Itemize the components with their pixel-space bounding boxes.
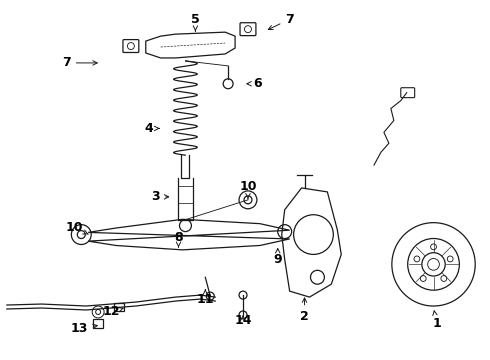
Text: 8: 8 <box>174 231 183 247</box>
Text: 13: 13 <box>71 322 98 336</box>
Text: 11: 11 <box>196 290 214 306</box>
Text: 5: 5 <box>191 13 200 31</box>
Text: 2: 2 <box>300 298 309 323</box>
Text: 9: 9 <box>273 248 282 266</box>
Text: 10: 10 <box>239 180 257 199</box>
Text: 7: 7 <box>269 13 294 30</box>
Text: 3: 3 <box>151 190 169 203</box>
Text: 7: 7 <box>62 57 97 69</box>
Text: 14: 14 <box>234 314 252 327</box>
Text: 6: 6 <box>247 77 262 90</box>
Text: 4: 4 <box>145 122 159 135</box>
Text: 10: 10 <box>66 221 88 234</box>
Text: 1: 1 <box>432 311 441 330</box>
Text: 12: 12 <box>102 306 123 319</box>
